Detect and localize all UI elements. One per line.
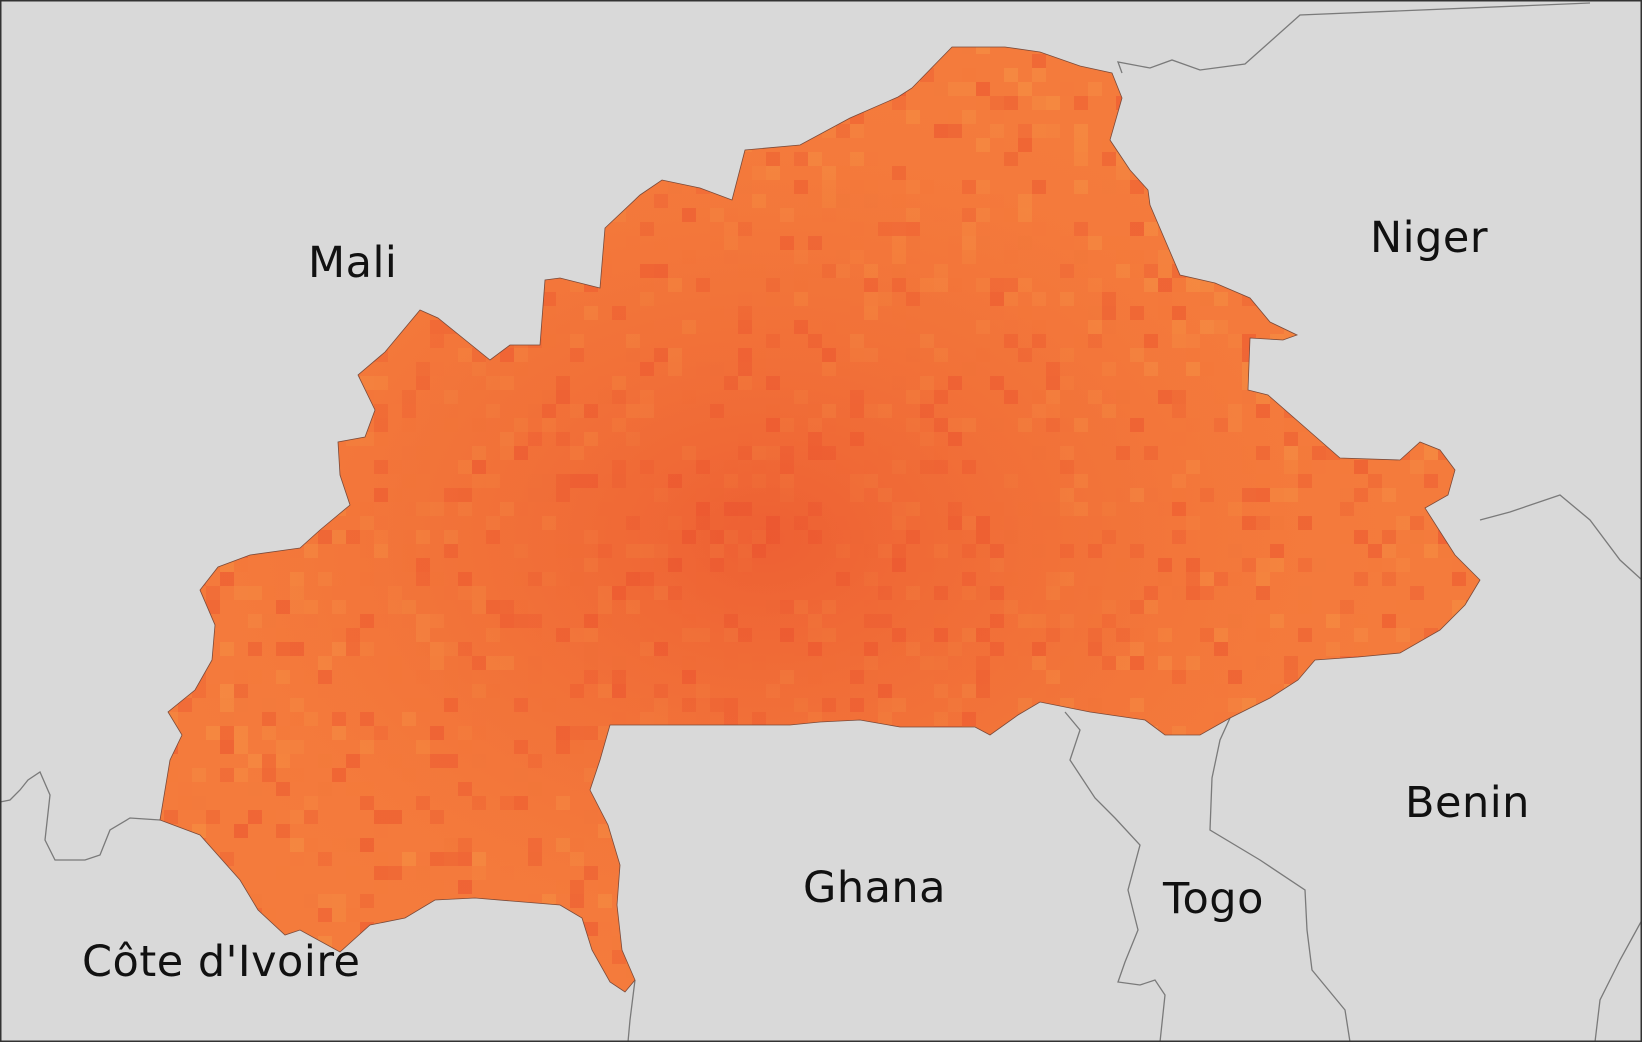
label-togo: Togo bbox=[1163, 874, 1264, 924]
mali-ivoire-border bbox=[0, 771, 161, 861]
benin-east-border bbox=[1594, 919, 1642, 1042]
niger-benin-border bbox=[1479, 494, 1642, 581]
label-cote-divoire: Côte d'Ivoire bbox=[82, 937, 361, 987]
togo-benin-border bbox=[1209, 717, 1351, 1042]
label-ghana: Ghana bbox=[803, 863, 947, 913]
label-benin: Benin bbox=[1405, 778, 1530, 828]
mali-niger-border bbox=[1116, 2, 1591, 74]
burkina-faso-outline bbox=[159, 46, 1481, 993]
label-niger: Niger bbox=[1370, 213, 1489, 263]
ghana-ivoire-border bbox=[627, 979, 636, 1042]
ghana-togo-border bbox=[1064, 711, 1166, 1042]
label-mali: Mali bbox=[308, 238, 398, 288]
